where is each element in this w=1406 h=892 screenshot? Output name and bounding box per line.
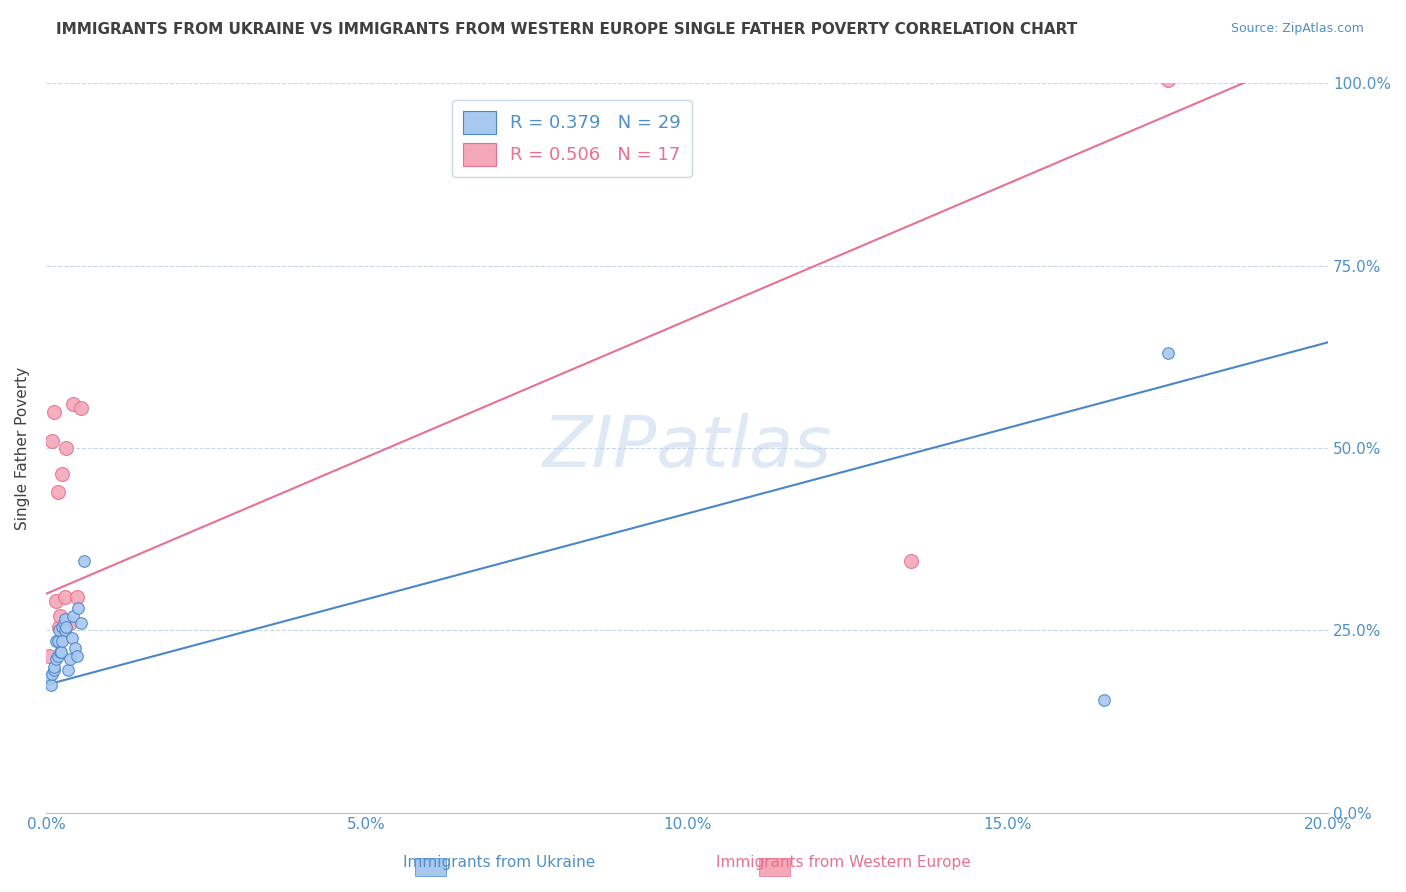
Point: [42, 664, 65, 678]
Point: [59, 615, 82, 630]
Point: [55, 441, 77, 455]
Point: [53, 624, 76, 638]
Point: [58, 664, 80, 678]
Point: [51, 467, 73, 481]
Point: [66, 648, 89, 663]
Point: [48, 619, 70, 633]
Point: [49, 645, 72, 659]
Point: [900, 554, 922, 568]
Point: [51, 634, 73, 648]
Point: [73, 554, 96, 568]
Point: [59, 652, 82, 666]
Point: [41, 667, 63, 681]
Point: [38, 671, 60, 685]
Point: [70, 615, 93, 630]
Point: [41, 434, 63, 448]
Point: [48, 624, 70, 638]
Point: [62, 608, 84, 623]
Text: ZIPatlas: ZIPatlas: [543, 414, 831, 483]
Text: Immigrants from Ukraine: Immigrants from Ukraine: [404, 855, 595, 870]
Y-axis label: Single Father Poverty: Single Father Poverty: [15, 367, 30, 530]
Point: [46, 648, 69, 663]
Point: [62, 397, 84, 411]
Point: [38, 648, 60, 663]
Point: [52, 619, 75, 633]
Text: IMMIGRANTS FROM UKRAINE VS IMMIGRANTS FROM WESTERN EUROPE SINGLE FATHER POVERTY : IMMIGRANTS FROM UKRAINE VS IMMIGRANTS FR…: [56, 22, 1077, 37]
Point: [55, 619, 77, 633]
Point: [45, 634, 67, 648]
Point: [44, 659, 66, 673]
Point: [49, 645, 72, 659]
Point: [52, 615, 75, 630]
Point: [49, 608, 72, 623]
Point: [53, 591, 76, 605]
Text: Immigrants from Western Europe: Immigrants from Western Europe: [716, 855, 972, 870]
Point: [1092, 692, 1115, 706]
Text: Source: ZipAtlas.com: Source: ZipAtlas.com: [1230, 22, 1364, 36]
Legend: R = 0.379   N = 29, R = 0.506   N = 17: R = 0.379 N = 29, R = 0.506 N = 17: [453, 100, 692, 177]
Point: [63, 641, 86, 656]
Point: [66, 591, 89, 605]
Point: [66, 601, 89, 615]
Point: [46, 634, 69, 648]
Point: [46, 484, 69, 499]
Point: [42, 404, 65, 418]
Point: [1157, 72, 1180, 87]
Point: [60, 631, 83, 645]
Point: [39, 678, 62, 692]
Point: [45, 594, 67, 608]
Point: [53, 612, 76, 626]
Point: [70, 401, 93, 415]
Point: [1157, 346, 1180, 360]
Point: [51, 619, 73, 633]
Point: [45, 652, 67, 666]
